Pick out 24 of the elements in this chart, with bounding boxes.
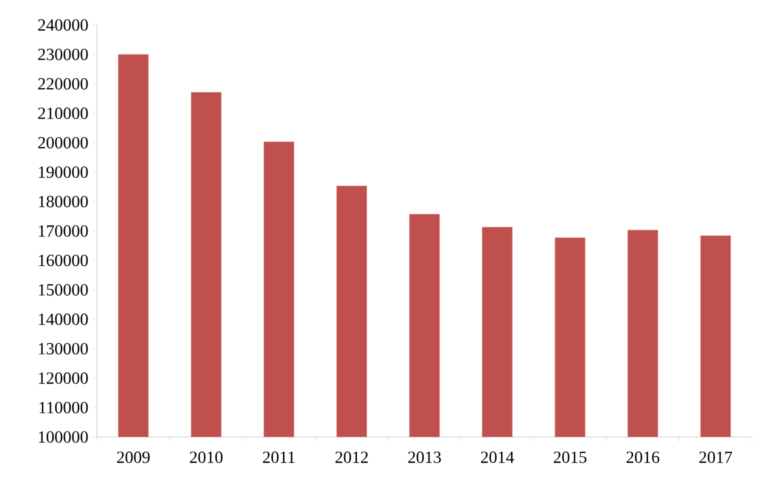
x-tick-label: 2011: [263, 452, 295, 464]
x-tick-label: 2016: [626, 452, 660, 464]
x-tick-label: 2017: [699, 452, 732, 464]
y-tick-label: 170000: [38, 225, 88, 237]
y-tick-label: 150000: [38, 284, 88, 296]
x-tick-label: 2013: [408, 452, 441, 464]
x-tick-label: 2014: [481, 452, 514, 464]
y-tick-label: 160000: [38, 254, 88, 266]
y-tick-label: 120000: [38, 372, 88, 384]
x-tick-label: 2015: [554, 452, 586, 464]
y-tick-label: 200000: [38, 136, 88, 148]
y-tick-label: 180000: [38, 196, 88, 208]
x-tick-label: 2012: [335, 452, 368, 464]
y-tick-label: 110000: [40, 402, 88, 414]
y-tick-label: 130000: [38, 342, 88, 354]
y-tick-label: 210000: [38, 108, 88, 120]
y-tick-label: 220000: [38, 78, 88, 90]
y-tick-label: 140000: [38, 314, 88, 326]
x-tick-label: 2010: [190, 452, 223, 464]
y-tick-label: 240000: [38, 19, 88, 31]
y-tick-label: 100000: [38, 431, 88, 443]
x-tick-label: 2009: [117, 452, 150, 464]
y-tick-label: 230000: [38, 48, 88, 60]
y-tick-label: 190000: [38, 166, 88, 178]
